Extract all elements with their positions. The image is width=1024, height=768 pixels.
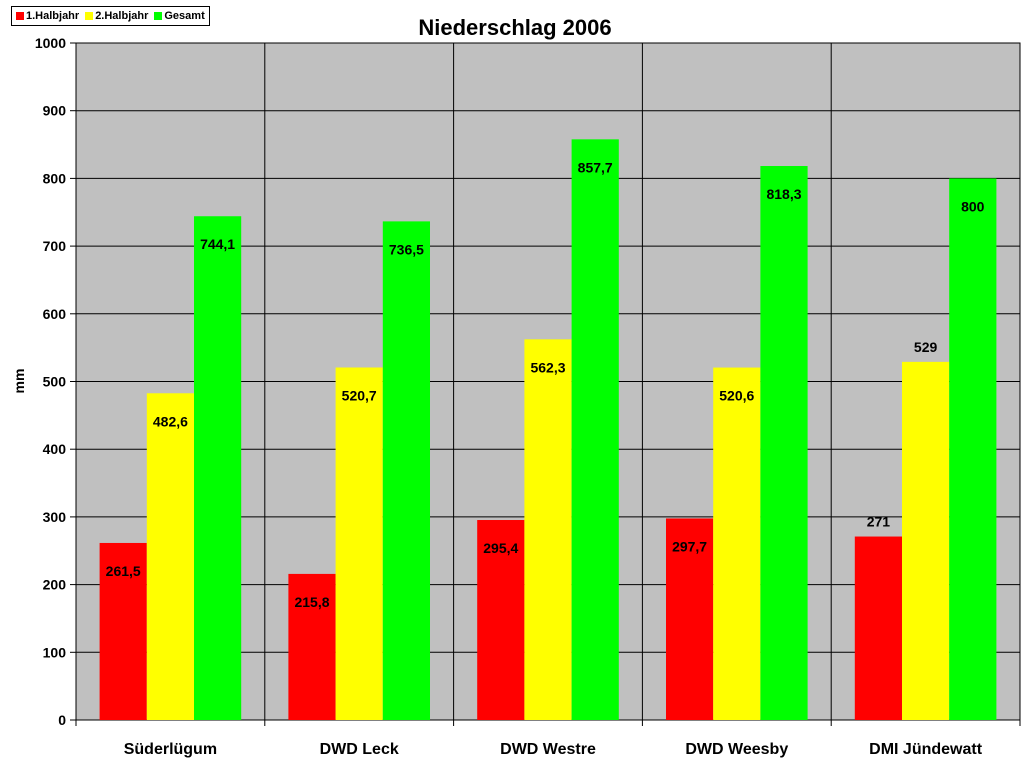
data-label-1-1: 261,5 (106, 563, 141, 579)
x-category-label-1: Süderlügum (124, 741, 217, 758)
x-category-label-4: DWD Weesby (685, 741, 788, 758)
legend: 1.Halbjahr 2.Halbjahr Gesamt (11, 6, 210, 26)
data-label-1-2: 215,8 (294, 594, 329, 610)
data-label-3-3: 857,7 (578, 159, 613, 175)
bar-3-1 (194, 216, 242, 720)
legend-item-3: Gesamt (154, 10, 205, 22)
data-label-2-1: 482,6 (153, 413, 188, 429)
bar-1-4 (666, 518, 714, 720)
data-label-1-5: 271 (867, 514, 891, 530)
legend-item-2: 2.Halbjahr (85, 10, 148, 22)
data-label-3-4: 818,3 (766, 186, 801, 202)
y-tick-label-8: 800 (43, 170, 67, 186)
bar-2-1 (146, 393, 194, 720)
data-label-2-4: 520,6 (719, 388, 754, 404)
data-label-1-4: 297,7 (672, 538, 707, 554)
data-label-3-5: 800 (961, 198, 985, 214)
bar-3-3 (571, 139, 619, 720)
bar-2-4 (713, 367, 761, 720)
bar-2-2 (335, 367, 383, 720)
data-label-2-3: 562,3 (530, 359, 565, 375)
data-label-2-2: 520,7 (342, 387, 377, 403)
bar-1-5 (854, 536, 902, 720)
y-tick-label-10: 1000 (35, 35, 66, 51)
y-tick-label-4: 400 (43, 441, 67, 457)
data-label-3-1: 744,1 (200, 236, 235, 252)
bar-2-3 (524, 339, 572, 720)
plot-area: 0 100 200 300 400 500 600 700 800 900 1000 261,5 482… (35, 35, 1021, 758)
legend-swatch-2 (85, 12, 94, 20)
y-tick-label-7: 700 (43, 238, 67, 254)
legend-item-1: 1.Halbjahr (16, 10, 79, 22)
bar-3-4 (760, 166, 808, 721)
bar-3-2 (382, 221, 430, 720)
y-tick-label-6: 600 (43, 306, 67, 322)
legend-label-2: 2.Halbjahr (95, 10, 149, 22)
data-label-2-5: 529 (914, 339, 938, 355)
legend-swatch-1 (16, 12, 24, 20)
y-tick-label-3: 300 (43, 509, 67, 525)
bar-1-1 (99, 542, 147, 720)
bar-3-5 (949, 178, 997, 720)
y-tick-label-0: 0 (58, 712, 66, 728)
y-tick-label-9: 900 (43, 103, 67, 119)
legend-label-3: Gesamt (164, 10, 205, 22)
y-axis-label: mm (11, 369, 27, 394)
bar-2-5 (902, 361, 950, 720)
legend-swatch-3 (154, 12, 163, 20)
legend-label-1: 1.Halbjahr (26, 10, 80, 22)
chart-title: Niederschlag 2006 (418, 15, 611, 40)
data-label-3-2: 736,5 (389, 241, 424, 257)
x-category-label-5: DMI Jündewatt (869, 741, 983, 758)
x-category-label-2: DWD Leck (320, 741, 399, 758)
y-tick-label-5: 500 (43, 374, 67, 390)
bar-1-3 (477, 520, 525, 720)
y-tick-label-2: 200 (43, 577, 67, 593)
data-label-1-3: 295,4 (483, 540, 518, 556)
bar-1-2 (288, 573, 336, 720)
y-tick-label-1: 100 (43, 644, 67, 660)
x-category-label-3: DWD Westre (500, 741, 596, 758)
